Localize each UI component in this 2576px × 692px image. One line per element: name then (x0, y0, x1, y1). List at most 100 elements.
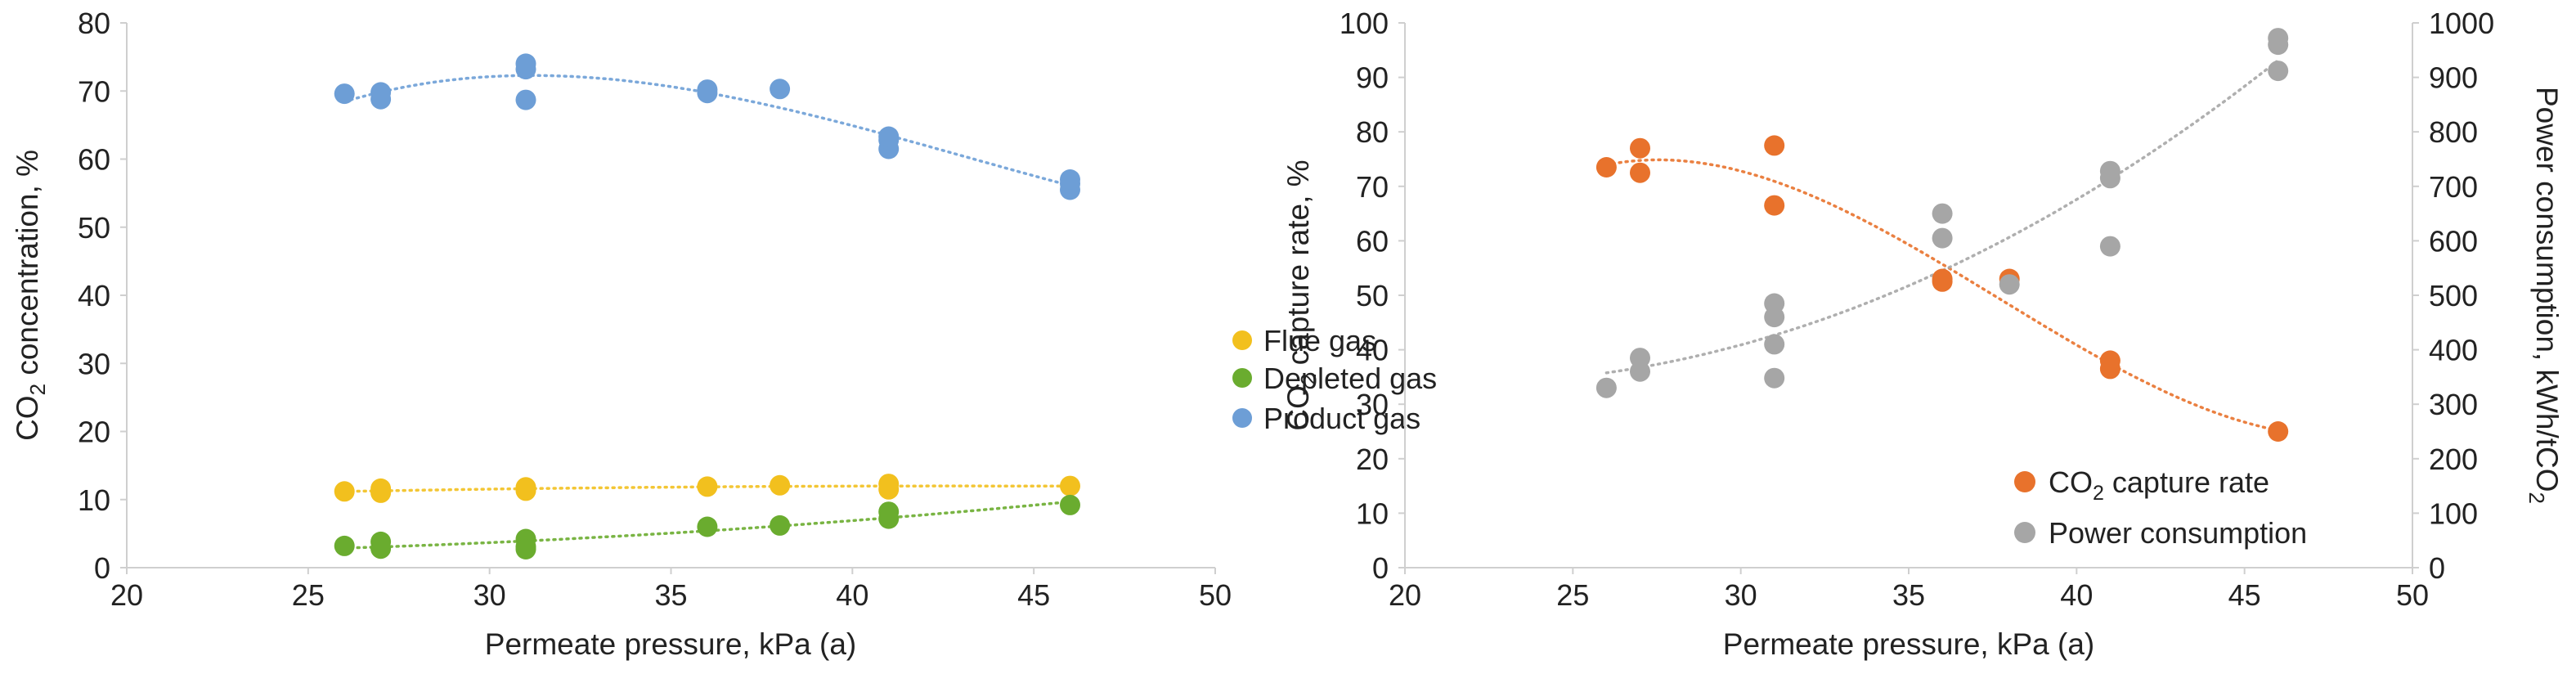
point-flue-gas (697, 476, 718, 497)
right-right-y-label-sub: 2 (2524, 492, 2549, 504)
x-tick-label: 35 (654, 578, 687, 612)
right-chart-left-y-axis-label: CO2 capture rate, % (1281, 160, 1321, 430)
y-tick-label: 1000 (2429, 7, 2494, 40)
point-flue-gas (334, 481, 355, 502)
legend-item-power-consumption: Power consumption (2014, 516, 2307, 550)
right-chart-right-y-ticks: 0 100 200 300 400 500 600 700 800 900 1000 (2412, 7, 2494, 585)
point-power-consumption (2268, 61, 2289, 82)
y-tick-label: 800 (2429, 115, 2478, 149)
left-chart-y-axis-label: CO2 concentration, % (11, 150, 50, 441)
right-chart: 0 10 20 30 40 50 60 70 80 90 100 0 100 200 300 400 500 6… (1281, 7, 2564, 661)
right-chart-legend: CO2 capture rate Power consumption (2014, 465, 2307, 550)
x-tick-label: 25 (1556, 578, 1589, 612)
point-co2-capture-rate (1932, 271, 1953, 292)
left-chart-x-ticks: 20 25 30 35 40 45 50 (110, 568, 1232, 612)
y-tick-label: 0 (1372, 551, 1389, 585)
legend-item-co2-capture-rate: CO2 capture rate (2014, 465, 2269, 505)
point-co2-capture-rate (1630, 137, 1650, 159)
point-product-gas (515, 89, 536, 110)
point-power-consumption (1595, 377, 1617, 398)
legend-item-depleted-gas: Depleted gas (1232, 362, 1437, 395)
point-product-gas (770, 79, 791, 100)
right-chart-x-ticks: 20 25 30 35 40 45 50 (1389, 568, 2429, 612)
y-tick-label: 10 (1356, 497, 1389, 530)
legend-label-product-gas: Product gas (1263, 402, 1420, 435)
right-chart-x-axis-label: Permeate pressure, kPa (a) (1723, 627, 2094, 661)
x-tick-label: 45 (2228, 578, 2261, 612)
legend-marker-flue-gas (1232, 330, 1252, 350)
left-y-label-main: CO (11, 395, 44, 441)
point-co2-capture-rate (2268, 421, 2289, 442)
trendline-co2-capture-rate (1604, 158, 2280, 433)
point-flue-gas (370, 482, 392, 503)
legend-co2-sub: 2 (2093, 482, 2104, 505)
point-flue-gas (878, 474, 900, 495)
point-depleted-gas (878, 501, 900, 523)
legend-marker-depleted-gas (1232, 368, 1252, 388)
point-co2-capture-rate (1764, 195, 1785, 216)
x-tick-label: 45 (1017, 578, 1050, 612)
x-tick-label: 25 (292, 578, 325, 612)
y-tick-label: 30 (78, 347, 110, 380)
point-depleted-gas (1060, 494, 1080, 515)
legend-marker-power-consumption (2014, 522, 2035, 543)
y-tick-label: 700 (2429, 170, 2478, 204)
y-tick-label: 70 (78, 74, 110, 108)
y-tick-label: 0 (94, 551, 110, 585)
y-tick-label: 30 (1356, 388, 1389, 421)
legend-label-flue-gas: Flue gas (1263, 324, 1376, 357)
y-tick-label: 60 (1356, 224, 1389, 258)
legend-label-power-consumption: Power consumption (2049, 516, 2307, 550)
y-tick-label: 70 (1356, 170, 1389, 204)
point-flue-gas (770, 474, 791, 496)
point-product-gas (878, 126, 900, 147)
y-tick-label: 90 (1356, 61, 1389, 95)
right-chart-right-y-axis-label: Power consumption, kWh/tCO2 (2524, 87, 2564, 504)
right-chart-points (1595, 28, 2289, 442)
y-tick-label: 40 (78, 279, 110, 312)
y-tick-label: 400 (2429, 334, 2478, 367)
x-tick-label: 20 (110, 578, 143, 612)
point-product-gas (1060, 169, 1080, 190)
left-chart-legend: Flue gas Depleted gas Product gas (1232, 324, 1437, 435)
y-tick-label: 300 (2429, 388, 2478, 421)
right-chart-left-y-ticks: 0 10 20 30 40 50 60 70 80 90 100 (1340, 7, 1405, 585)
x-tick-label: 40 (2060, 578, 2093, 612)
legend-co2-tail: capture rate (2104, 465, 2269, 499)
right-right-y-label-main: Power consumption, kWh/tCO (2530, 87, 2564, 492)
point-power-consumption (1764, 334, 1785, 355)
left-chart-points (334, 53, 1080, 559)
point-power-consumption (1932, 203, 1953, 224)
point-product-gas (697, 83, 718, 104)
right-left-y-label-sub: 2 (1296, 374, 1321, 385)
legend-co2-main: CO (2049, 465, 2093, 499)
point-depleted-gas (370, 538, 392, 559)
left-y-label-sub: 2 (25, 384, 50, 395)
point-power-consumption (2268, 34, 2289, 56)
point-power-consumption (2099, 236, 2120, 257)
y-tick-label: 100 (2429, 497, 2478, 530)
point-power-consumption (1932, 227, 1953, 249)
left-chart-y-ticks: 0 10 20 30 40 50 60 70 80 (78, 7, 127, 585)
point-co2-capture-rate (1630, 162, 1650, 183)
point-co2-capture-rate (1764, 135, 1785, 156)
y-tick-label: 50 (78, 211, 110, 245)
left-y-label-tail: concentration, % (11, 150, 44, 384)
y-tick-label: 10 (78, 483, 110, 517)
legend-marker-product-gas (1232, 408, 1252, 428)
legend-item-flue-gas: Flue gas (1232, 324, 1376, 357)
x-tick-label: 50 (2396, 578, 2429, 612)
legend-label-depleted-gas: Depleted gas (1263, 362, 1437, 395)
point-co2-capture-rate (2099, 358, 2120, 380)
x-tick-label: 50 (1199, 578, 1232, 612)
y-tick-label: 20 (1356, 443, 1389, 476)
x-tick-label: 40 (836, 578, 868, 612)
point-power-consumption (1630, 361, 1650, 382)
right-left-y-label-main: CO (1281, 385, 1315, 431)
point-power-consumption (1764, 367, 1785, 389)
point-product-gas (370, 82, 392, 103)
point-power-consumption (2099, 168, 2120, 189)
